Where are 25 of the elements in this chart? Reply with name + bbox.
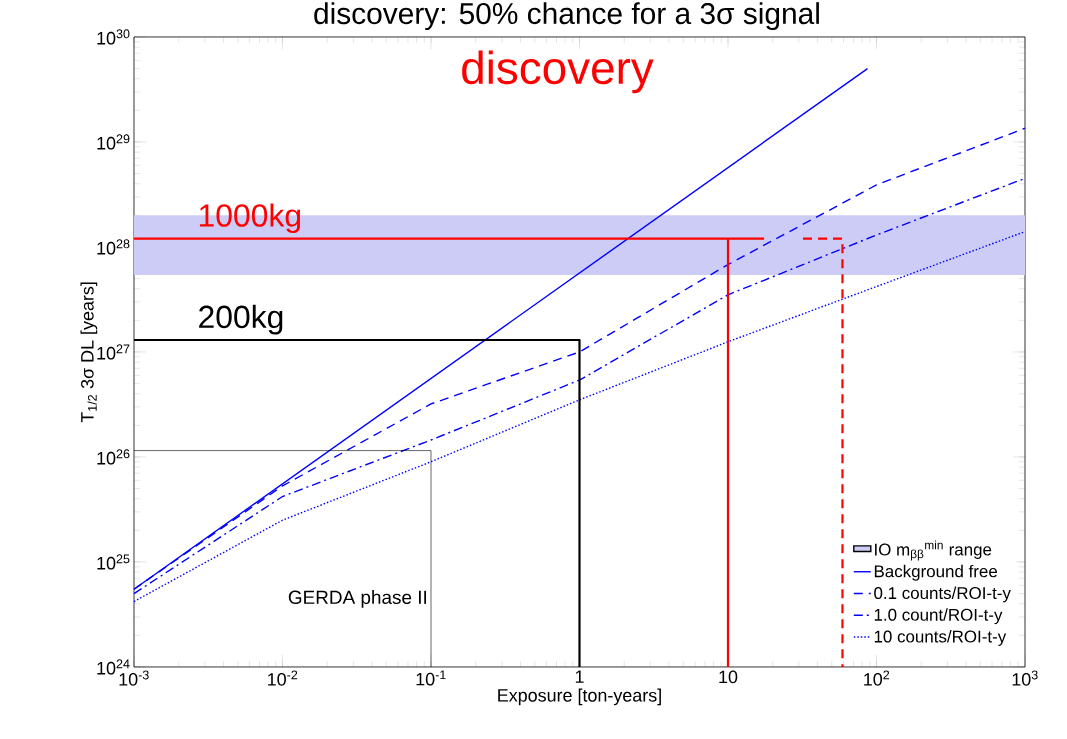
x-tick-label: 1	[575, 670, 584, 683]
chart-subtitle: discovery	[462, 50, 654, 94]
y-tick-label: 10$^{28}$	[97, 239, 130, 255]
chart-title: discovery: 50% chance for a 3σ signal	[314, 2, 819, 31]
x-axis-title: Exposure [ton-years]	[498, 688, 661, 706]
legend-label: Background free	[874, 564, 997, 581]
legend-label: 0.1 counts/ROI-t-y	[874, 586, 1011, 603]
y-tick-label: 10$^{25}$	[97, 554, 130, 570]
y-tick-label: 10$^{26}$	[97, 449, 130, 465]
y-tick-label: 10$^{27}$	[97, 344, 130, 360]
y-tick-label: 10$^{30}$	[97, 29, 130, 45]
legend-label: IO m$_{ββ}$$^{min}$ range	[875, 540, 992, 561]
x-tick-label: 10$^{-3}$	[119, 670, 149, 686]
y-axis-title: T$_{1/2}$ 3σ DL [years]	[80, 282, 98, 423]
x-tick-label: 10$^{2}$	[864, 670, 890, 686]
x-tick-label: 10$^{3}$	[1012, 670, 1038, 686]
series-label: GERDA phase II	[288, 590, 427, 608]
legend-label: 1.0 count/ROI-t-y	[874, 608, 1003, 625]
series-label: 200kg	[199, 304, 283, 335]
series-label: 1000kg	[199, 203, 301, 234]
legend-label: 10 counts/ROI-t-y	[874, 630, 1007, 646]
y-tick-label: 10$^{29}$	[97, 134, 130, 150]
x-tick-label: 10$^{-1}$	[416, 670, 446, 686]
x-tick-label: 10	[719, 670, 738, 684]
x-tick-label: 10$^{-2}$	[268, 670, 298, 686]
